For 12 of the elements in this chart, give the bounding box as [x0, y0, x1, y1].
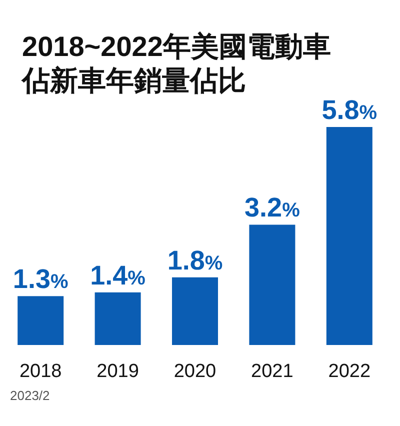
x-tick: 2019 — [96, 361, 139, 382]
title: 2018~2022年美國電動車佔新車年銷量佔比 — [22, 30, 332, 98]
value-label: 1.4% — [90, 260, 146, 290]
value-label: 3.2% — [244, 192, 300, 223]
x-tick: 2020 — [174, 361, 216, 382]
x-tick: 2022 — [328, 361, 371, 382]
annotation: 2023/2 — [10, 388, 50, 403]
value-label: 5.8% — [322, 95, 378, 125]
value-label: 1.3% — [12, 264, 68, 294]
x-tick: 2021 — [251, 361, 294, 382]
value-label: 1.8% — [167, 245, 223, 276]
x-tick: 2018 — [19, 361, 62, 382]
